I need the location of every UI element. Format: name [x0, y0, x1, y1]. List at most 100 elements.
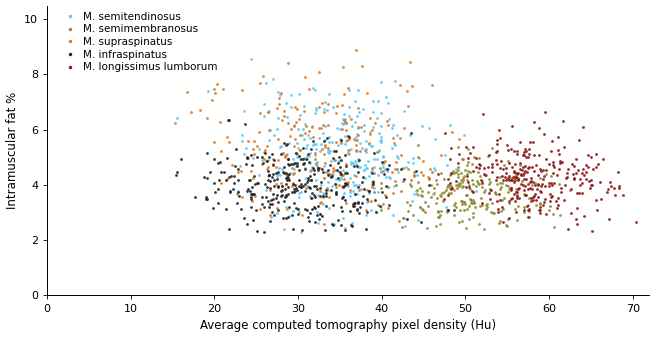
- M. semitendinosus: [408, 155, 419, 161]
- M. supraspinatus: [418, 172, 428, 178]
- M. infraspinatus: [242, 155, 253, 161]
- M. longissimus lumborum: [562, 174, 572, 179]
- M. semitendinosus: [343, 87, 354, 92]
- M. semitendinosus: [384, 117, 394, 122]
- M. semimembranosus: [454, 219, 464, 224]
- M. semitendinosus: [281, 205, 291, 210]
- M. infraspinatus: [219, 170, 229, 175]
- M. longissimus lumborum: [519, 170, 529, 175]
- M. semimembranosus: [403, 208, 413, 213]
- M. longissimus lumborum: [484, 191, 495, 196]
- M. infraspinatus: [353, 169, 364, 175]
- M. semimembranosus: [444, 172, 455, 177]
- M. semimembranosus: [479, 190, 489, 195]
- M. infraspinatus: [301, 156, 312, 162]
- M. semimembranosus: [523, 196, 534, 201]
- M. semimembranosus: [453, 171, 464, 176]
- M. semitendinosus: [322, 107, 333, 112]
- M. semitendinosus: [241, 145, 252, 151]
- M. infraspinatus: [246, 194, 257, 200]
- M. infraspinatus: [269, 157, 279, 163]
- M. longissimus lumborum: [496, 204, 507, 210]
- M. infraspinatus: [246, 205, 256, 210]
- M. longissimus lumborum: [486, 169, 496, 174]
- M. semimembranosus: [456, 198, 466, 203]
- M. longissimus lumborum: [433, 171, 443, 176]
- M. semimembranosus: [487, 200, 497, 206]
- M. infraspinatus: [282, 156, 293, 161]
- M. supraspinatus: [455, 137, 465, 142]
- M. infraspinatus: [272, 199, 283, 205]
- M. longissimus lumborum: [526, 198, 536, 203]
- M. supraspinatus: [329, 167, 340, 173]
- M. longissimus lumborum: [514, 195, 525, 201]
- M. semimembranosus: [502, 189, 513, 195]
- M. infraspinatus: [291, 160, 302, 166]
- M. infraspinatus: [443, 208, 454, 213]
- M. supraspinatus: [283, 121, 293, 126]
- M. infraspinatus: [233, 167, 244, 172]
- M. infraspinatus: [281, 176, 291, 181]
- M. supraspinatus: [319, 222, 329, 227]
- M. infraspinatus: [171, 172, 181, 178]
- M. semitendinosus: [348, 160, 358, 165]
- M. longissimus lumborum: [514, 140, 525, 145]
- M. longissimus lumborum: [555, 185, 566, 190]
- M. supraspinatus: [274, 102, 285, 107]
- M. supraspinatus: [287, 165, 297, 170]
- M. infraspinatus: [302, 208, 312, 213]
- M. semitendinosus: [371, 209, 381, 214]
- M. semitendinosus: [307, 86, 318, 91]
- M. longissimus lumborum: [517, 164, 528, 169]
- M. semimembranosus: [433, 215, 443, 220]
- M. longissimus lumborum: [501, 166, 512, 171]
- M. semitendinosus: [272, 210, 282, 215]
- M. longissimus lumborum: [521, 154, 532, 160]
- M. semimembranosus: [485, 187, 495, 192]
- M. supraspinatus: [416, 169, 426, 174]
- M. longissimus lumborum: [547, 194, 557, 199]
- M. infraspinatus: [352, 207, 363, 213]
- M. infraspinatus: [205, 169, 215, 175]
- M. semimembranosus: [472, 178, 483, 184]
- M. semitendinosus: [352, 113, 362, 118]
- M. longissimus lumborum: [440, 130, 451, 136]
- M. longissimus lumborum: [555, 160, 566, 166]
- M. infraspinatus: [213, 186, 223, 192]
- M. supraspinatus: [337, 184, 347, 189]
- M. infraspinatus: [303, 214, 314, 219]
- M. semimembranosus: [433, 209, 443, 215]
- M. semimembranosus: [510, 173, 520, 178]
- M. infraspinatus: [210, 189, 220, 195]
- M. infraspinatus: [280, 181, 291, 187]
- M. semitendinosus: [288, 208, 298, 213]
- M. infraspinatus: [271, 170, 281, 175]
- M. semitendinosus: [403, 160, 413, 165]
- M. semitendinosus: [279, 227, 290, 232]
- M. longissimus lumborum: [523, 154, 533, 160]
- M. longissimus lumborum: [586, 183, 596, 188]
- M. semitendinosus: [323, 147, 333, 152]
- M. infraspinatus: [221, 177, 231, 183]
- M. supraspinatus: [341, 161, 351, 167]
- M. supraspinatus: [341, 121, 351, 126]
- M. semimembranosus: [504, 200, 514, 206]
- M. infraspinatus: [294, 153, 305, 159]
- M. supraspinatus: [332, 103, 343, 108]
- M. semimembranosus: [444, 182, 455, 188]
- M. semitendinosus: [303, 133, 313, 138]
- M. semimembranosus: [459, 207, 470, 213]
- M. semitendinosus: [324, 151, 334, 156]
- M. supraspinatus: [355, 148, 365, 153]
- M. infraspinatus: [334, 154, 345, 160]
- M. supraspinatus: [339, 176, 350, 182]
- M. longissimus lumborum: [525, 185, 535, 190]
- M. semimembranosus: [431, 177, 441, 183]
- M. longissimus lumborum: [534, 208, 544, 213]
- M. infraspinatus: [340, 197, 350, 202]
- M. longissimus lumborum: [560, 183, 571, 188]
- M. supraspinatus: [314, 125, 325, 130]
- M. longissimus lumborum: [518, 187, 529, 192]
- M. semitendinosus: [360, 163, 370, 168]
- M. infraspinatus: [288, 161, 298, 167]
